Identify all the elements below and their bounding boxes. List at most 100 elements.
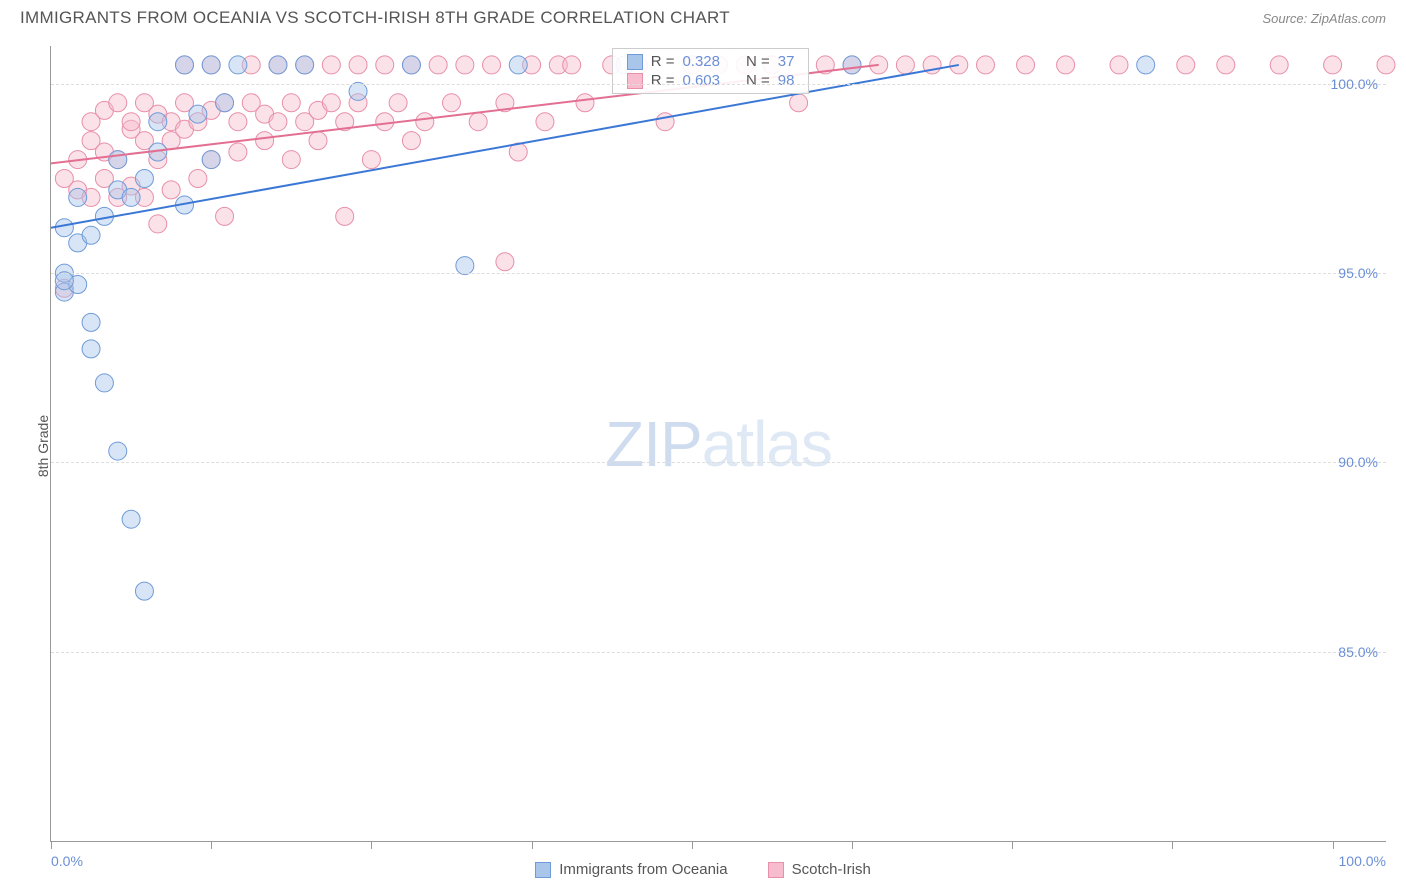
- ytick-label: 95.0%: [1338, 265, 1378, 281]
- data-point: [843, 56, 861, 74]
- data-point: [1017, 56, 1035, 74]
- data-point: [69, 188, 87, 206]
- data-point: [389, 94, 407, 112]
- data-point: [362, 151, 380, 169]
- data-point: [189, 170, 207, 188]
- xtick: [852, 841, 853, 849]
- legend-item: Immigrants from Oceania: [535, 861, 727, 878]
- data-point: [122, 510, 140, 528]
- data-point: [429, 56, 447, 74]
- data-point: [82, 313, 100, 331]
- data-point: [82, 226, 100, 244]
- xtick: [1172, 841, 1173, 849]
- data-point: [202, 56, 220, 74]
- data-point: [216, 94, 234, 112]
- xtick: [532, 841, 533, 849]
- data-point: [95, 374, 113, 392]
- legend-swatch: [768, 862, 784, 878]
- data-point: [336, 207, 354, 225]
- xtick: [51, 841, 52, 849]
- ytick-label: 100.0%: [1331, 76, 1378, 92]
- legend-label: Scotch-Irish: [792, 861, 871, 878]
- data-point: [269, 113, 287, 131]
- r-label: R =: [651, 53, 675, 70]
- data-point: [443, 94, 461, 112]
- data-point: [790, 94, 808, 112]
- data-point: [109, 442, 127, 460]
- legend-swatch: [627, 73, 643, 89]
- data-point: [1324, 56, 1342, 74]
- data-point: [229, 113, 247, 131]
- correlation-legend: R =0.328N =37R =0.603N =98: [612, 48, 810, 94]
- r-value: 0.328: [682, 53, 720, 70]
- data-point: [376, 113, 394, 131]
- xtick: [211, 841, 212, 849]
- data-point: [349, 56, 367, 74]
- n-value: 37: [778, 53, 795, 70]
- title-bar: IMMIGRANTS FROM OCEANIA VS SCOTCH-IRISH …: [0, 0, 1406, 32]
- data-point: [322, 94, 340, 112]
- data-point: [149, 215, 167, 233]
- data-point: [1110, 56, 1128, 74]
- data-point: [576, 94, 594, 112]
- xtick: [1333, 841, 1334, 849]
- data-point: [402, 132, 420, 150]
- data-point: [296, 56, 314, 74]
- data-point: [109, 151, 127, 169]
- data-point: [149, 113, 167, 131]
- data-point: [563, 56, 581, 74]
- data-point: [55, 219, 73, 237]
- data-point: [269, 56, 287, 74]
- n-value: 98: [778, 72, 795, 89]
- data-point: [122, 188, 140, 206]
- gridline-h: [51, 273, 1386, 274]
- legend-label: Immigrants from Oceania: [559, 861, 727, 878]
- data-point: [282, 151, 300, 169]
- data-point: [1177, 56, 1195, 74]
- y-axis-label: 8th Grade: [35, 415, 51, 477]
- data-point: [322, 56, 340, 74]
- data-point: [1377, 56, 1395, 74]
- data-point: [483, 56, 501, 74]
- chart-title: IMMIGRANTS FROM OCEANIA VS SCOTCH-IRISH …: [20, 8, 730, 28]
- data-point: [282, 94, 300, 112]
- data-point: [256, 132, 274, 150]
- data-point: [1057, 56, 1075, 74]
- r-label: R =: [651, 72, 675, 89]
- data-point: [496, 253, 514, 271]
- data-point: [656, 113, 674, 131]
- n-label: N =: [746, 53, 770, 70]
- data-point: [509, 56, 527, 74]
- ytick-label: 90.0%: [1338, 454, 1378, 470]
- legend-row: R =0.603N =98: [613, 71, 809, 90]
- legend-row: R = 0.328 N = 37: [613, 52, 809, 71]
- data-point: [349, 82, 367, 100]
- data-point: [55, 272, 73, 290]
- n-label: N =: [746, 72, 770, 89]
- xtick: [371, 841, 372, 849]
- source-label: Source: ZipAtlas.com: [1262, 11, 1386, 26]
- ytick-label: 85.0%: [1338, 644, 1378, 660]
- data-point: [977, 56, 995, 74]
- gridline-h: [51, 462, 1386, 463]
- data-point: [216, 207, 234, 225]
- xtick: [1012, 841, 1013, 849]
- data-point: [176, 56, 194, 74]
- data-point: [162, 181, 180, 199]
- data-point: [416, 113, 434, 131]
- data-point: [122, 113, 140, 131]
- data-point: [109, 94, 127, 112]
- gridline-h: [51, 652, 1386, 653]
- xtick: [692, 841, 693, 849]
- legend-swatch: [535, 862, 551, 878]
- data-point: [456, 257, 474, 275]
- data-point: [456, 56, 474, 74]
- data-point: [189, 105, 207, 123]
- legend-item: Scotch-Irish: [768, 861, 871, 878]
- series-legend: Immigrants from Oceania Scotch-Irish: [0, 861, 1406, 878]
- data-point: [1270, 56, 1288, 74]
- data-point: [82, 340, 100, 358]
- data-point: [896, 56, 914, 74]
- gridline-h: [51, 84, 1386, 85]
- data-point: [376, 56, 394, 74]
